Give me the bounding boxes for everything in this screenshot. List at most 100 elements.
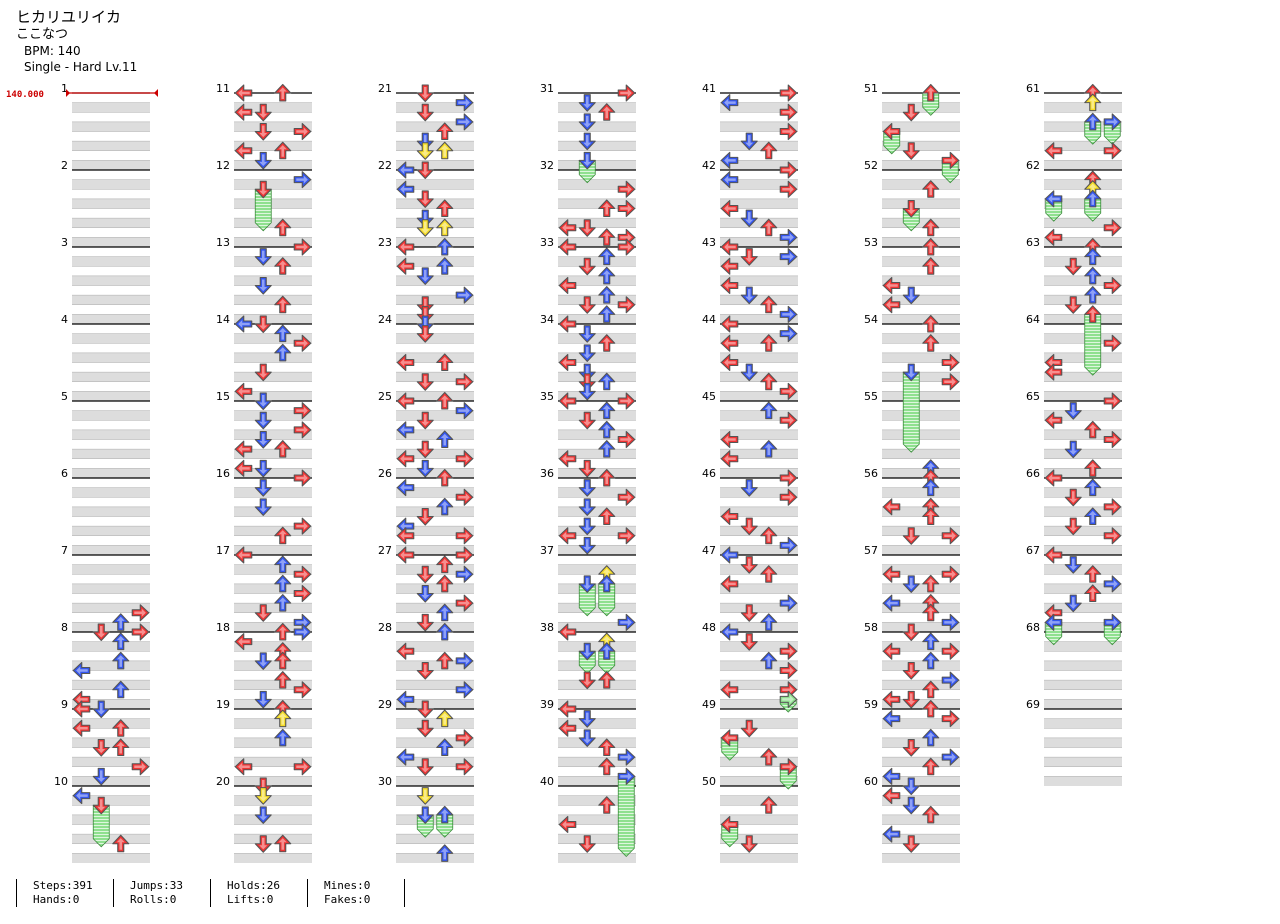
up-arrow-icon <box>436 257 454 275</box>
measure-56: 56 <box>864 467 960 555</box>
measure-number: 33 <box>540 236 554 249</box>
down-arrow-icon <box>578 671 596 690</box>
up-arrow-icon <box>922 507 940 526</box>
measure-number: 54 <box>864 313 878 326</box>
left-arrow-icon <box>396 642 415 660</box>
measure-number: 69 <box>1026 698 1040 711</box>
measure-number: 22 <box>378 159 392 172</box>
down-arrow-icon <box>578 642 596 661</box>
down-arrow-icon <box>740 633 758 651</box>
down-arrow-icon <box>416 373 434 391</box>
left-arrow-icon <box>234 633 253 651</box>
down-arrow-icon <box>578 325 596 343</box>
measure-number: 58 <box>864 621 878 634</box>
up-arrow-icon <box>598 334 616 352</box>
measure-number: 18 <box>216 621 230 634</box>
song-bpm: BPM: 140 <box>24 44 81 58</box>
up-arrow-icon <box>1084 565 1102 583</box>
up-arrow-icon <box>922 805 940 824</box>
left-arrow-icon <box>720 276 739 295</box>
up-arrow-icon <box>436 141 454 160</box>
up-arrow-icon <box>922 574 940 593</box>
down-arrow-icon <box>254 392 272 411</box>
measure-65: 65 <box>1026 390 1122 478</box>
measure-number: 11 <box>216 82 230 95</box>
down-arrow-icon <box>254 498 272 516</box>
up-arrow-icon <box>274 622 292 641</box>
right-arrow-icon <box>293 421 312 439</box>
up-arrow-icon <box>1084 507 1102 526</box>
left-arrow-icon <box>1044 411 1063 429</box>
measure-number: 9 <box>61 698 68 711</box>
measure-62: 62 <box>1026 159 1122 247</box>
right-arrow-icon <box>779 84 798 102</box>
measure-number: 32 <box>540 159 554 172</box>
right-arrow-icon <box>1103 113 1122 131</box>
left-arrow-icon <box>882 767 901 785</box>
up-arrow-icon <box>1084 247 1102 266</box>
down-arrow-icon <box>902 103 920 122</box>
measure-number: 64 <box>1026 313 1040 326</box>
left-arrow-icon <box>558 700 577 718</box>
left-arrow-icon <box>396 161 415 179</box>
measure-number: 21 <box>378 82 392 95</box>
measure-6: 6 <box>61 467 150 555</box>
measure-18: 18 <box>216 621 312 709</box>
measure-number: 8 <box>61 621 68 634</box>
up-arrow-icon <box>922 218 940 237</box>
right-arrow-icon <box>941 748 960 766</box>
left-arrow-icon <box>396 421 415 439</box>
down-arrow-icon <box>416 142 434 160</box>
up-arrow-icon <box>598 401 616 420</box>
down-arrow-icon <box>416 719 434 738</box>
down-arrow-icon <box>416 661 434 680</box>
down-arrow-icon <box>1064 594 1082 613</box>
up-arrow-icon <box>1084 478 1102 497</box>
left-arrow-icon <box>1044 190 1063 208</box>
measure-number: 63 <box>1026 236 1040 249</box>
up-arrow-icon <box>598 266 616 285</box>
measure-number: 12 <box>216 159 230 172</box>
left-arrow-icon <box>720 238 739 256</box>
up-arrow-icon <box>1084 266 1102 285</box>
measure-46: 46 <box>702 467 798 555</box>
measure-number: 65 <box>1026 390 1040 403</box>
up-arrow-icon <box>922 257 940 275</box>
up-arrow-icon <box>760 295 778 314</box>
up-arrow-icon <box>598 757 616 776</box>
right-arrow-icon <box>617 296 636 314</box>
up-arrow-icon <box>112 651 130 670</box>
measure-number: 6 <box>61 467 68 480</box>
measure-68: 68 <box>1026 621 1122 709</box>
up-arrow-icon <box>436 844 454 862</box>
measure-57: 57 <box>864 544 960 632</box>
down-arrow-icon <box>1064 556 1082 574</box>
right-arrow-icon <box>293 758 312 776</box>
measure-38: 38 <box>540 621 636 709</box>
left-arrow-icon <box>882 276 901 295</box>
down-arrow-icon <box>740 835 758 853</box>
up-arrow-icon <box>112 632 130 651</box>
left-arrow-icon <box>1044 228 1063 246</box>
up-arrow-icon <box>274 343 292 362</box>
measure-number: 5 <box>61 390 68 403</box>
measure-10: 10 <box>54 775 150 863</box>
down-arrow-icon <box>902 527 920 545</box>
measure-54: 54 <box>864 313 960 401</box>
left-arrow-icon <box>72 661 91 680</box>
left-arrow-icon <box>1044 546 1063 564</box>
down-arrow-icon <box>578 479 596 497</box>
down-arrow-icon <box>254 122 272 141</box>
up-arrow-icon <box>436 555 454 574</box>
up-arrow-icon <box>760 613 778 631</box>
measure-63: 63 <box>1026 236 1122 324</box>
left-arrow-icon <box>558 815 577 834</box>
up-arrow-icon <box>760 526 778 545</box>
up-arrow-icon <box>436 122 454 141</box>
up-arrow-icon <box>274 555 292 574</box>
up-arrow-icon <box>760 748 778 766</box>
right-arrow-icon <box>779 642 798 660</box>
down-arrow-icon <box>416 411 434 430</box>
up-arrow-icon <box>760 401 778 420</box>
down-arrow-icon <box>254 315 272 334</box>
